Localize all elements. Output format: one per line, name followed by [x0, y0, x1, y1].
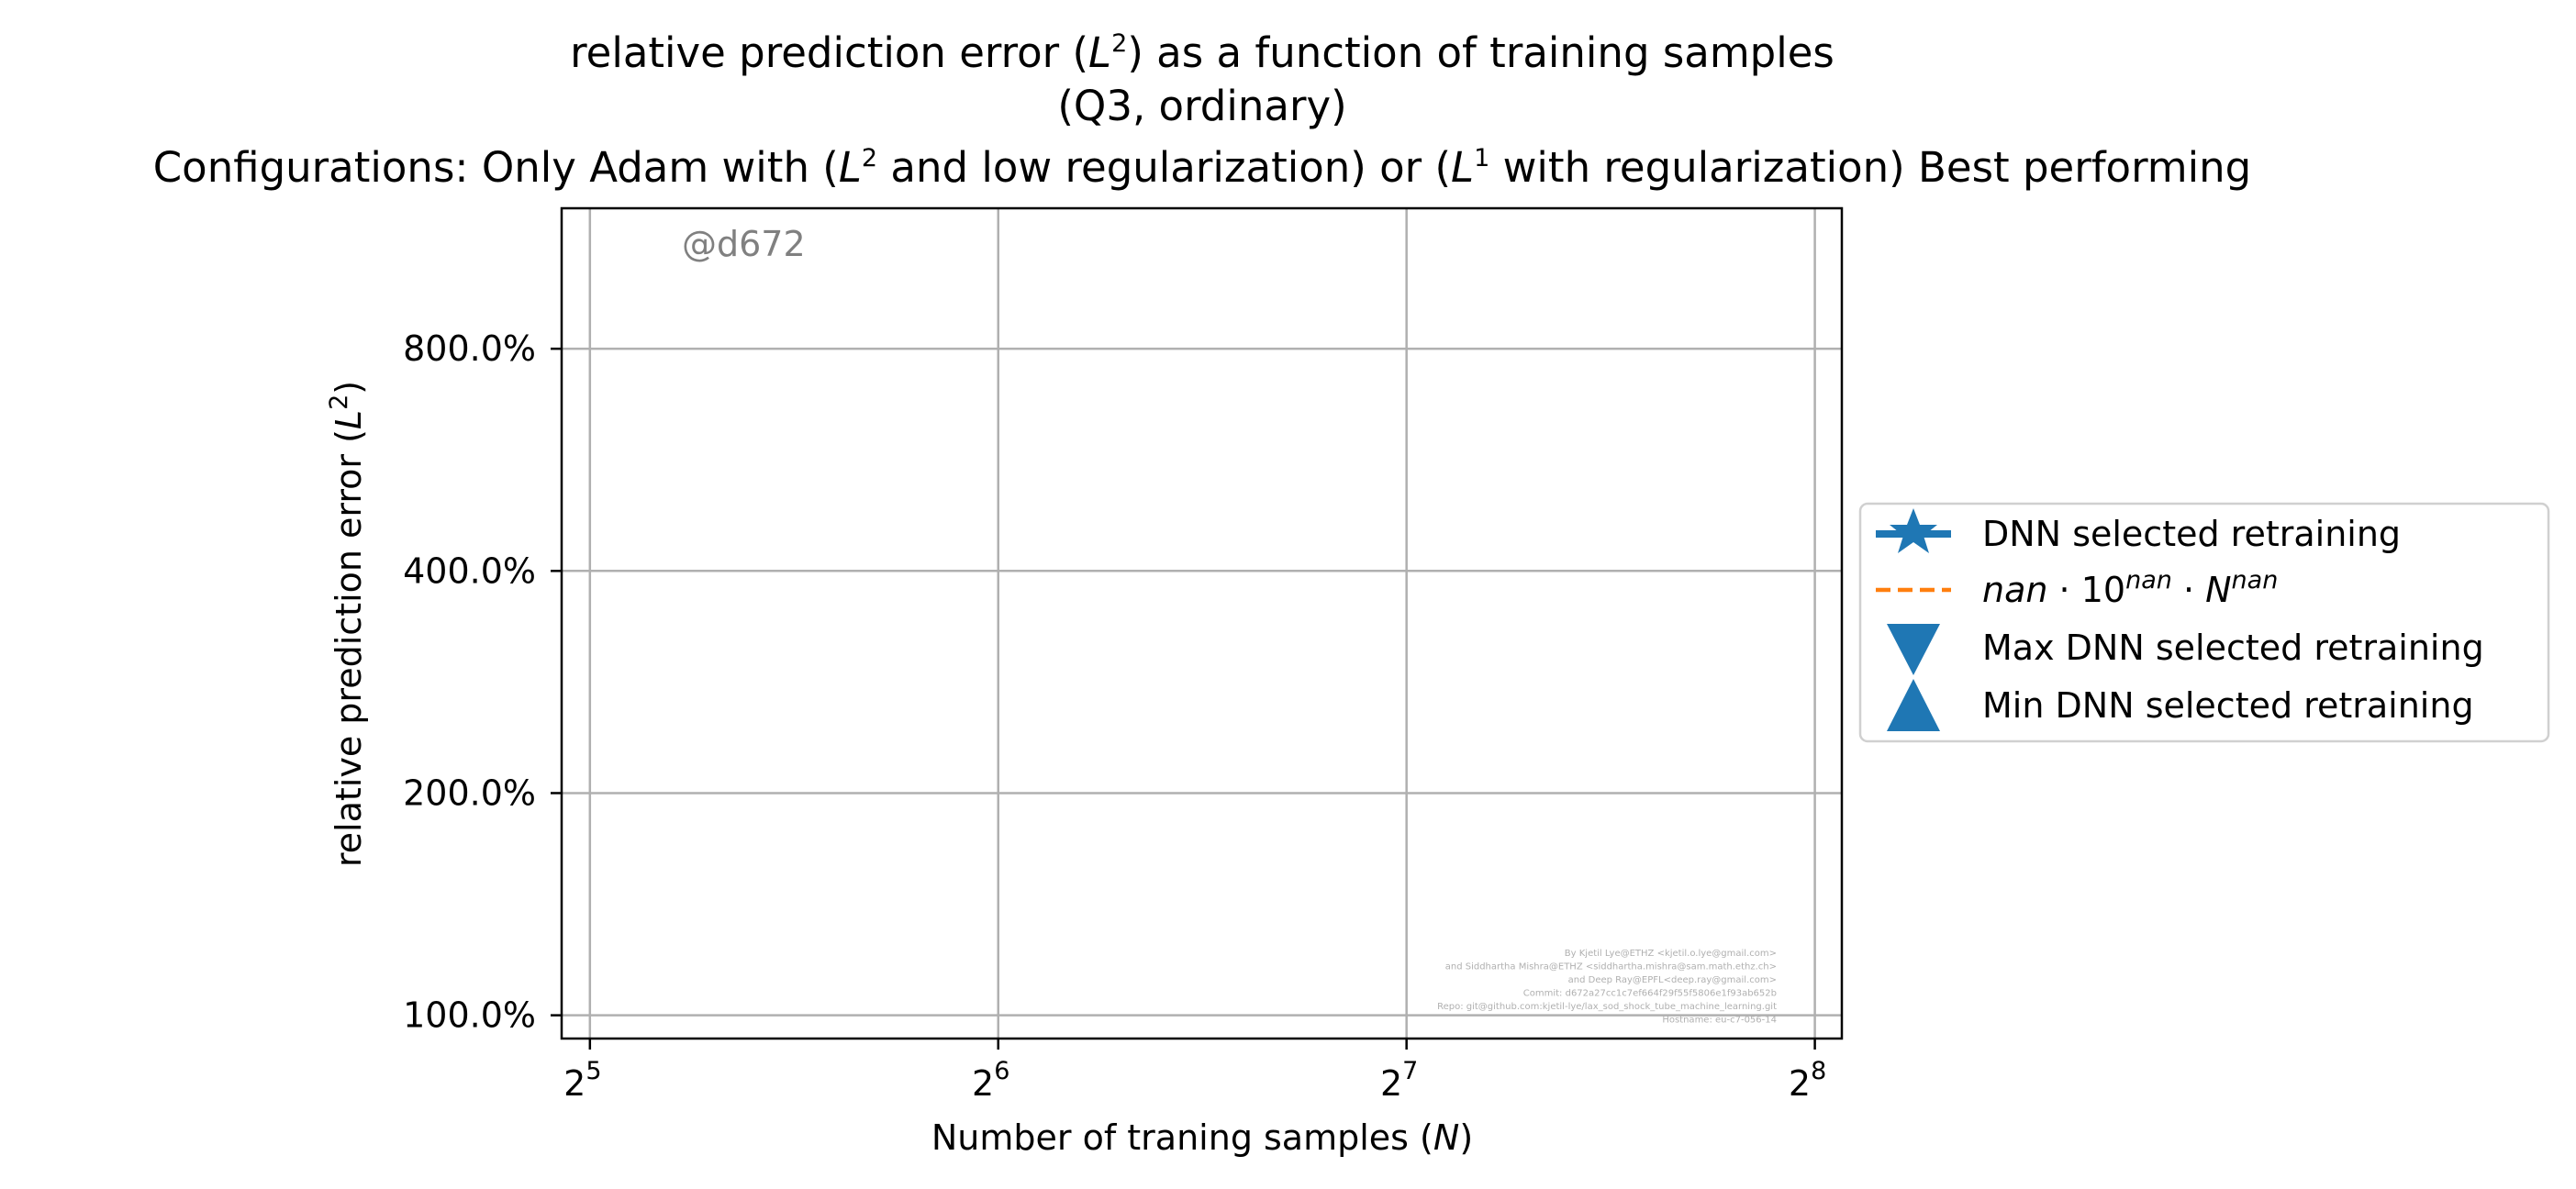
plot-background: [562, 208, 1842, 1039]
x-axis-label: Number of traning samples (N): [931, 1117, 1473, 1158]
triangle-up-marker-icon: [1887, 679, 1940, 731]
legend-item-max: Max DNN selected retraining: [1887, 624, 2484, 675]
credits-line: By Kjetil Lye@ETHZ <kjetil.o.lye@gmail.c…: [1565, 949, 1777, 959]
legend: DNN selected retraining nan · 10nan · Nn…: [1858, 502, 2550, 743]
credits-line: and Deep Ray@EPFL<deep.ray@gmail.com>: [1568, 975, 1777, 985]
legend-label-dnn-selected: DNN selected retraining: [1982, 514, 2401, 554]
legend-item-min: Min DNN selected retraining: [1887, 679, 2474, 731]
y-gridlines: [562, 347, 1842, 1017]
y-tick-label: 200.0%: [403, 772, 536, 813]
credits-line: Hostname: eu-c7-056-14: [1662, 1016, 1777, 1026]
triangle-down-marker-icon: [1887, 624, 1940, 675]
plot-frame: [560, 206, 1844, 1040]
credits-block: By Kjetil Lye@ETHZ <kjetil.o.lye@gmail.c…: [1437, 949, 1777, 1026]
x-axis-ticks: 25 26 27 28: [563, 1039, 1826, 1104]
credits-line: and Siddhartha Mishra@ETHZ <siddhartha.m…: [1445, 962, 1777, 972]
title-line-3: Configurations: Only Adam with (L2 and l…: [153, 143, 2251, 192]
legend-frame: [1858, 502, 2550, 743]
chart-title: relative prediction error (L2) as a func…: [153, 28, 2251, 192]
legend-item-dnn-selected: DNN selected retraining: [1876, 508, 2401, 554]
legend-label-max: Max DNN selected retraining: [1982, 628, 2484, 668]
title-line-1: relative prediction error (L2) as a func…: [570, 28, 1834, 77]
legend-label-fit: nan · 10nan · Nnan: [1982, 566, 2278, 610]
x-tick-label: 26: [972, 1057, 1009, 1104]
x-tick-label: 25: [563, 1057, 601, 1104]
star-marker-icon: [1890, 508, 1937, 553]
y-tick-label: 100.0%: [403, 995, 536, 1036]
watermark: @d672: [682, 224, 806, 264]
x-gridlines: [588, 208, 1816, 1039]
y-axis-label: relative prediction error (L2): [325, 381, 369, 867]
x-tick-label: 27: [1380, 1057, 1418, 1104]
legend-label-min: Min DNN selected retraining: [1982, 685, 2474, 726]
title-line-2: (Q3, ordinary): [1057, 82, 1346, 130]
credits-line: Repo: git@github.com:kjetil-lye/lax_sod_…: [1437, 1002, 1777, 1012]
credits-line: Commit: d672a27cc1c7ef664f29f55f5806e1f9…: [1523, 989, 1777, 999]
y-axis-ticks: 100.0% 200.0% 400.0% 800.0%: [403, 328, 562, 1036]
plot-area: @d672 By Kjetil Lye@ETHZ <kjetil.o.lye@g…: [560, 206, 1844, 1040]
y-tick-label: 800.0%: [403, 328, 536, 369]
legend-item-fit: nan · 10nan · Nnan: [1876, 566, 2278, 610]
x-tick-label: 28: [1789, 1057, 1826, 1104]
y-tick-label: 400.0%: [403, 550, 536, 591]
